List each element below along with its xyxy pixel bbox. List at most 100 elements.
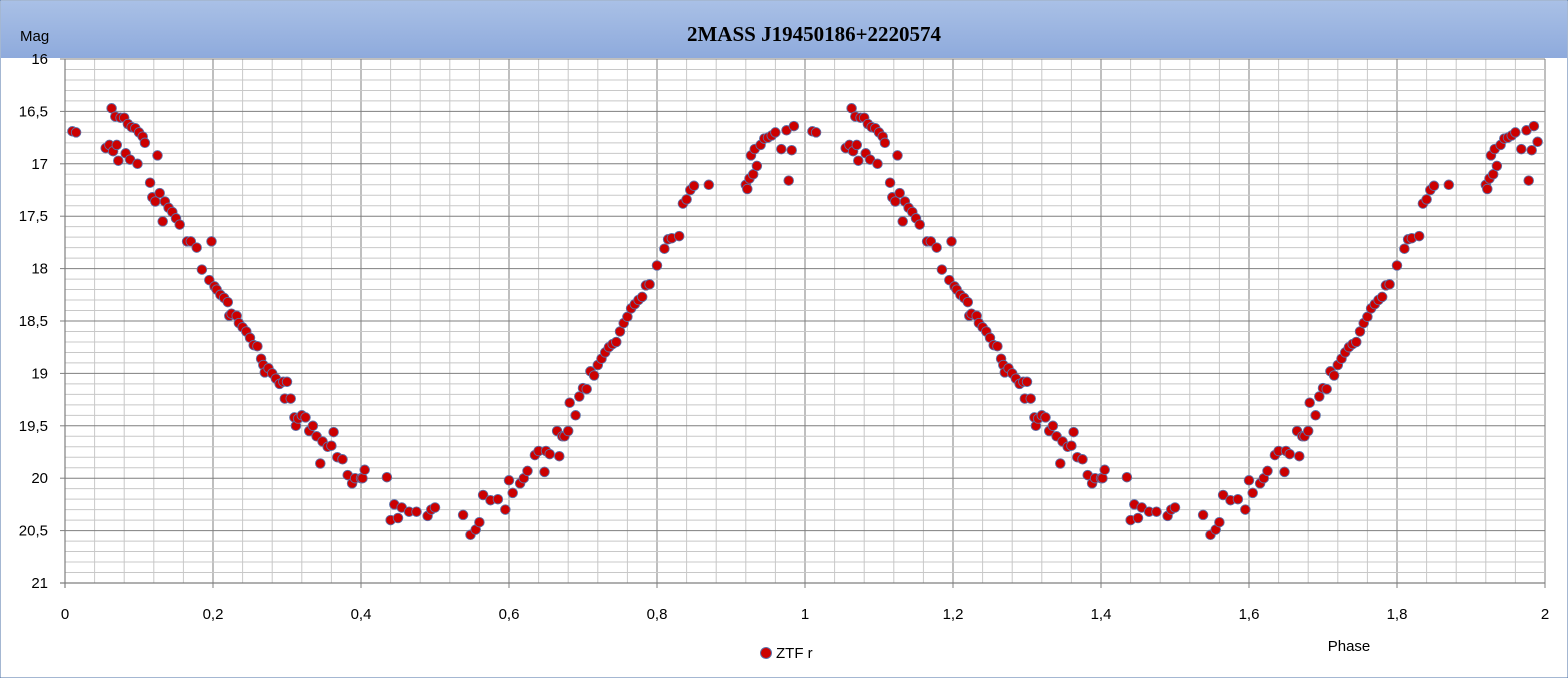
data-point <box>1262 465 1273 477</box>
title-band <box>1 1 1567 58</box>
data-point <box>544 448 555 460</box>
x-tick-label: 0,4 <box>351 606 372 623</box>
data-point <box>1025 393 1036 404</box>
data-point <box>1421 194 1432 205</box>
y-tick-label: 20,5 <box>19 523 48 540</box>
data-point <box>328 426 339 438</box>
data-point <box>1413 230 1425 242</box>
legend-marker <box>760 647 772 659</box>
data-point <box>285 393 296 404</box>
data-point <box>570 410 581 421</box>
data-point <box>196 264 208 275</box>
y-tick-label: 21 <box>31 575 48 592</box>
x-axis-label: Phase <box>1328 638 1371 655</box>
data-point <box>337 454 348 465</box>
data-point <box>111 139 123 151</box>
data-point <box>1510 127 1521 138</box>
data-point <box>1516 143 1527 155</box>
data-point <box>1077 454 1088 465</box>
y-tick-label: 20 <box>31 470 48 487</box>
data-point <box>1066 440 1077 451</box>
data-point <box>326 440 337 451</box>
x-tick-label: 1,8 <box>1387 606 1408 623</box>
data-point <box>191 242 202 253</box>
data-point <box>281 376 293 388</box>
data-point <box>946 236 957 247</box>
data-point <box>681 194 692 205</box>
data-point <box>581 383 592 395</box>
data-point <box>477 489 489 501</box>
data-point <box>588 370 600 381</box>
data-point <box>1068 426 1079 438</box>
data-point <box>897 216 908 227</box>
data-point <box>300 412 311 423</box>
data-point <box>1376 291 1388 303</box>
x-tick-labels: 0 0,2 0,4 0,6 0,8 1 1,2 1,4 1,6 1,8 2 <box>61 583 1549 623</box>
data-point <box>474 516 485 528</box>
data-point <box>222 296 234 308</box>
data-point <box>1121 471 1133 483</box>
data-point <box>703 179 715 191</box>
data-point <box>1443 179 1455 191</box>
x-tick-label: 0,2 <box>203 606 224 623</box>
x-tick-label: 1,4 <box>1091 606 1112 623</box>
data-point <box>1047 420 1059 432</box>
data-point <box>1399 243 1410 254</box>
data-point <box>936 264 948 275</box>
y-tick-label: 16,5 <box>19 103 48 120</box>
data-point <box>742 183 753 195</box>
data-point <box>315 458 326 469</box>
data-point <box>139 137 151 149</box>
data-point <box>776 143 787 155</box>
data-point <box>1099 464 1110 476</box>
data-point <box>810 127 822 138</box>
grid <box>64 58 1546 584</box>
axes <box>60 59 1545 588</box>
data-point <box>359 464 370 476</box>
data-point <box>783 175 794 186</box>
data-point <box>651 260 663 271</box>
data-point <box>931 242 942 253</box>
data-point <box>1214 516 1225 528</box>
y-tick-label: 18 <box>31 261 48 278</box>
data-points <box>67 103 1543 541</box>
data-point <box>786 144 797 156</box>
data-point <box>872 158 883 170</box>
data-point <box>1240 504 1251 515</box>
data-point <box>1169 502 1181 513</box>
data-point <box>307 420 319 432</box>
data-point <box>879 137 891 149</box>
data-point <box>1197 509 1209 521</box>
data-point <box>1328 370 1340 381</box>
data-point <box>1491 160 1503 172</box>
data-point <box>770 127 781 138</box>
data-point <box>152 150 163 161</box>
data-point <box>884 177 896 188</box>
y-axis-label: Mag <box>20 28 49 45</box>
data-point <box>157 216 168 227</box>
data-point <box>788 120 800 132</box>
data-point <box>144 177 156 188</box>
data-point <box>853 155 864 166</box>
data-point <box>1351 336 1362 348</box>
data-point <box>1482 183 1493 195</box>
x-tick-label: 2 <box>1541 606 1549 623</box>
data-point <box>492 493 504 505</box>
data-point <box>751 160 763 172</box>
data-point <box>1294 450 1305 462</box>
data-point <box>457 509 469 521</box>
data-point <box>914 219 925 230</box>
data-point <box>564 397 575 408</box>
legend-label: ZTF r <box>776 645 813 662</box>
data-point <box>1528 120 1540 132</box>
data-point <box>503 475 515 486</box>
data-point <box>1384 279 1395 290</box>
y-tick-label: 17 <box>31 156 48 173</box>
x-tick-label: 0,8 <box>647 606 668 623</box>
data-point <box>1321 383 1332 395</box>
data-point <box>70 127 82 138</box>
x-tick-label: 1 <box>801 606 809 623</box>
data-point <box>992 340 1003 352</box>
y-tick-labels: 16 16,5 17 17,5 18 18,5 19 19,5 20 20,5 21 <box>19 51 65 592</box>
data-point <box>132 158 143 170</box>
